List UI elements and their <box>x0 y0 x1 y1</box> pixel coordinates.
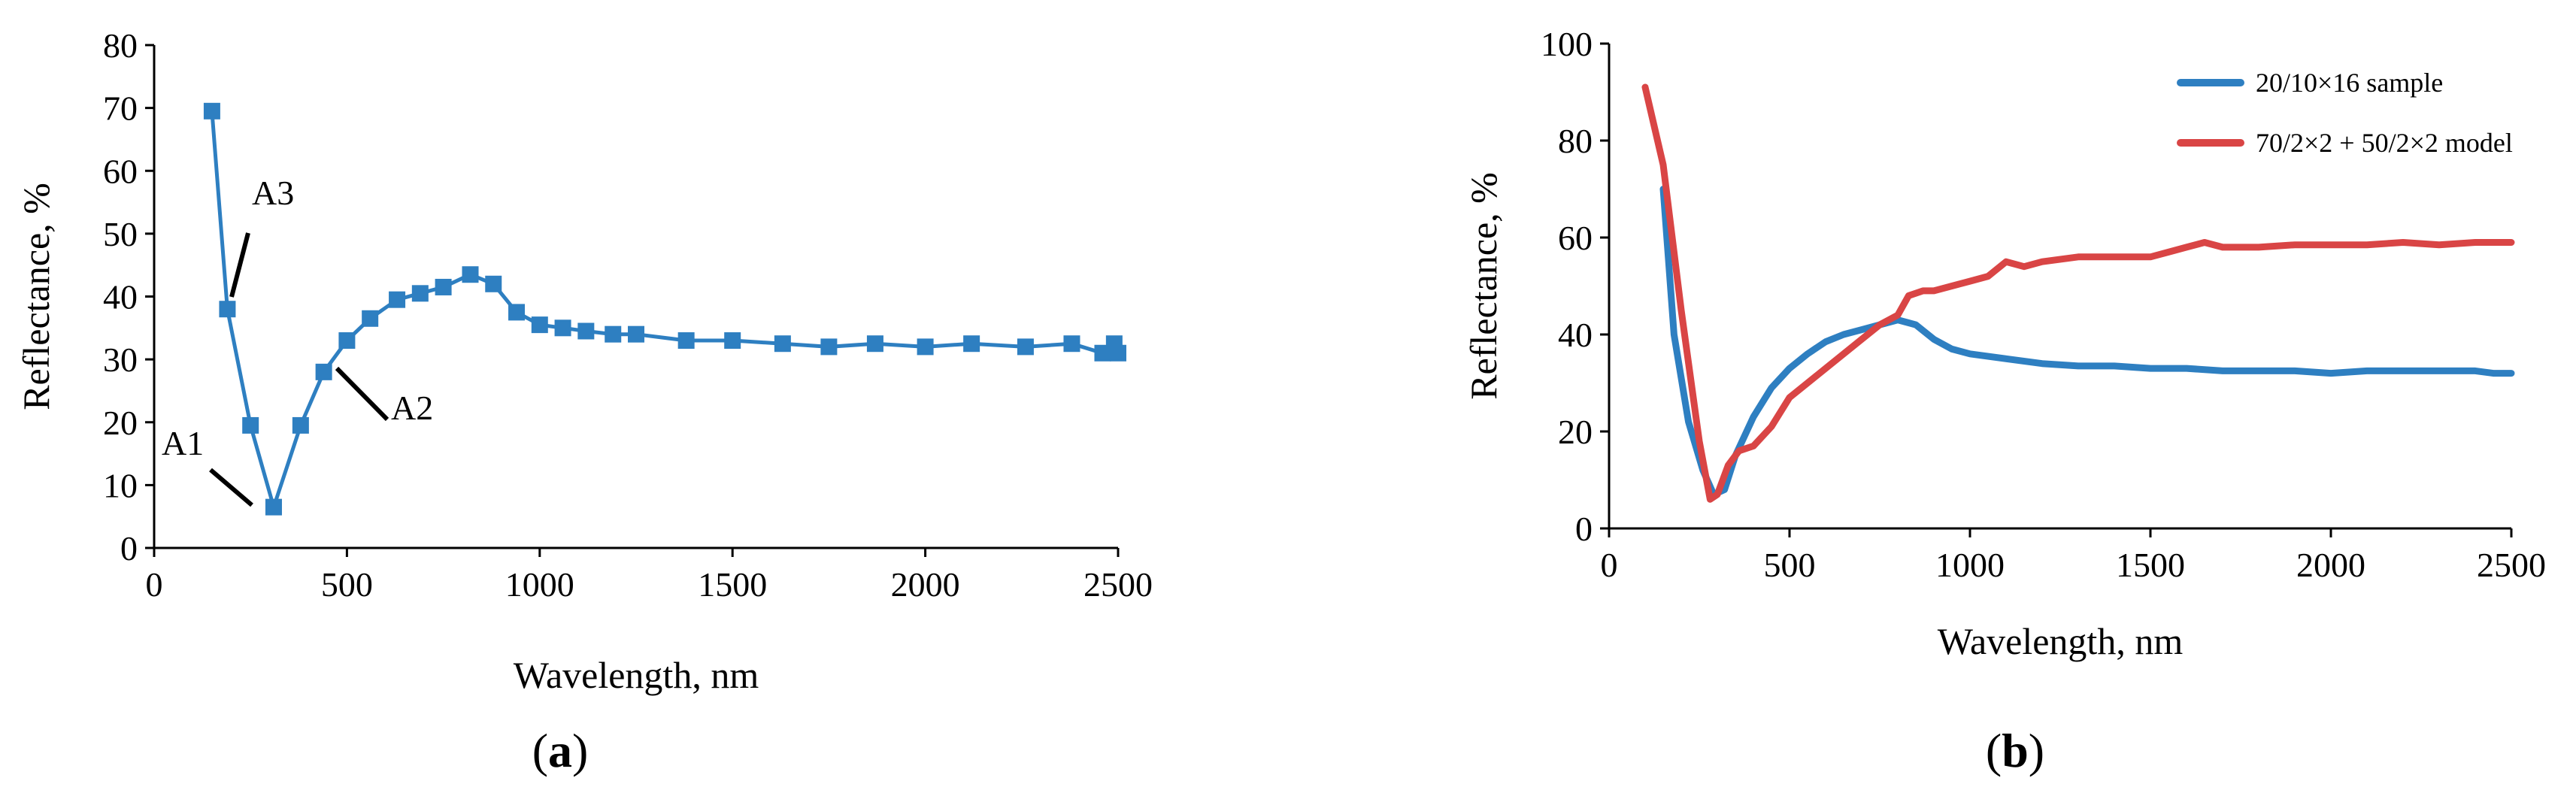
x-tick-label: 1500 <box>2116 546 2185 584</box>
data-point <box>677 332 695 350</box>
y-tick-label: 80 <box>103 26 138 65</box>
annotation-leader <box>229 232 250 298</box>
x-tick-label: 500 <box>1764 546 1816 584</box>
annotation-leader <box>335 366 389 422</box>
data-point <box>1017 338 1034 356</box>
y-tick-label: 60 <box>1558 219 1593 257</box>
annotation-label: A3 <box>252 174 294 212</box>
panel-label: (b) <box>1986 724 2044 777</box>
data-point <box>866 335 883 353</box>
series-line-1 <box>210 109 1120 510</box>
data-point <box>605 325 622 343</box>
y-tick-label: 50 <box>103 215 138 253</box>
annotation-label: A2 <box>391 389 433 427</box>
panel-label: (a) <box>532 724 589 777</box>
y-axis-title: Reflectance, % <box>1462 172 1505 400</box>
y-tick-label: 30 <box>103 340 138 379</box>
data-point <box>1110 344 1126 362</box>
data-point <box>338 332 356 350</box>
x-tick-label: 0 <box>1601 546 1618 584</box>
x-tick-label: 1000 <box>1935 546 2005 584</box>
y-tick-label: 40 <box>103 278 138 316</box>
data-point <box>219 301 236 318</box>
data-point <box>435 278 452 295</box>
legend-entry: 20/10×16 sample <box>2256 68 2443 98</box>
y-tick-label: 0 <box>1575 510 1593 548</box>
data-point <box>411 285 429 302</box>
y-tick-label: 100 <box>1541 25 1593 63</box>
legend-entry: 70/2×2 + 50/2×2 model <box>2256 128 2513 158</box>
data-point <box>292 416 309 434</box>
y-tick-label: 80 <box>1558 122 1593 160</box>
y-tick-label: 60 <box>103 152 138 190</box>
x-tick-label: 2000 <box>2296 546 2365 584</box>
y-tick-label: 0 <box>120 529 138 567</box>
y-tick-label: 70 <box>103 89 138 128</box>
y-tick-label: 40 <box>1558 316 1593 354</box>
annotation-leader <box>209 468 253 507</box>
series-line-2 <box>1641 83 2515 503</box>
data-point <box>315 363 332 380</box>
data-point <box>774 335 791 353</box>
x-tick-label: 2500 <box>2477 546 2546 584</box>
data-point <box>485 275 502 292</box>
x-tick-label: 500 <box>321 565 373 604</box>
data-point <box>531 316 548 334</box>
data-point <box>820 338 838 356</box>
chart-panel-a: 0 10 20 30 40 50 60 70 80 0 500 1000 1500 2000 2500 Wav… <box>15 26 1153 777</box>
series-line-1 <box>1659 186 2515 498</box>
data-point <box>1063 335 1080 353</box>
data-point <box>577 322 595 340</box>
y-tick-label: 20 <box>1558 413 1593 451</box>
data-point <box>963 335 980 353</box>
data-point <box>242 416 259 434</box>
x-tick-label: 2500 <box>1083 565 1153 604</box>
data-point <box>554 319 571 337</box>
x-axis-title: Wavelength, nm <box>514 654 759 696</box>
data-point <box>917 338 934 356</box>
data-point <box>462 266 479 283</box>
data-point <box>203 102 220 120</box>
data-point <box>724 332 741 350</box>
data-point <box>265 498 282 516</box>
x-tick-label: 2000 <box>891 565 960 604</box>
y-tick-label: 10 <box>103 466 138 504</box>
data-point <box>508 304 526 321</box>
data-point <box>389 291 406 308</box>
x-tick-label: 1500 <box>698 565 767 604</box>
data-point <box>628 325 644 343</box>
y-tick-label: 20 <box>103 404 138 442</box>
annotation-label: A1 <box>162 424 204 462</box>
y-axis-title: Reflectance, % <box>15 183 57 410</box>
x-tick-label: 1000 <box>505 565 574 604</box>
data-point <box>362 310 379 327</box>
x-tick-label: 0 <box>146 565 163 604</box>
x-axis-title: Wavelength, nm <box>1938 620 2184 662</box>
